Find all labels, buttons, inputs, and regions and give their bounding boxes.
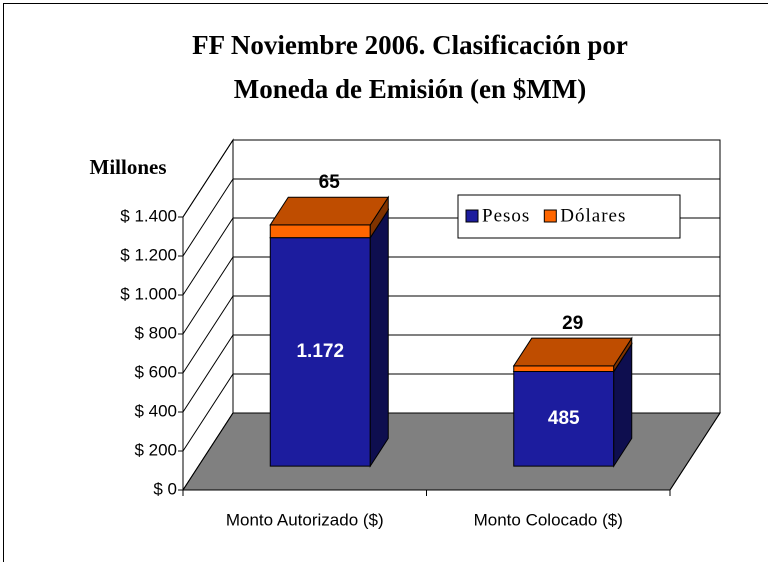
y-tick-label: $ 1.400 xyxy=(120,206,177,225)
floor-right xyxy=(669,412,721,491)
grid-line xyxy=(182,334,720,413)
grid-line xyxy=(182,295,720,374)
y-tick-label: $ 1.000 xyxy=(120,284,177,303)
y-tick-label: $ 800 xyxy=(134,323,177,342)
x-tick-label: Monto Autorizado ($) xyxy=(226,510,384,529)
data-label: 29 xyxy=(562,313,583,334)
y-axis-label: Millones xyxy=(90,155,167,179)
y-tick-label: $ 0 xyxy=(153,479,177,498)
floor xyxy=(182,412,721,491)
legend-swatch xyxy=(543,209,557,223)
x-tick-label: Monto Colocado ($) xyxy=(474,510,623,529)
grid-line xyxy=(182,256,720,335)
legend-box xyxy=(457,194,681,239)
y-tick-label: $ 1.200 xyxy=(120,245,177,264)
legend-label: Dólares xyxy=(560,205,626,226)
y-tick-label: $ 200 xyxy=(134,440,177,459)
bar-front xyxy=(269,224,371,239)
grid-line xyxy=(182,139,720,218)
data-label: 485 xyxy=(548,408,580,429)
chart-title: Moneda de Emisión (en $MM) xyxy=(234,74,586,104)
bar-side xyxy=(369,208,389,468)
data-label: 65 xyxy=(319,172,341,193)
bar-top xyxy=(269,196,390,226)
data-label: 1.172 xyxy=(296,341,344,362)
y-tick-label: $ 600 xyxy=(134,362,177,381)
y-tick-label: $ 400 xyxy=(134,401,177,420)
bar-top xyxy=(512,337,633,367)
legend-swatch xyxy=(465,209,479,223)
chart-title: FF Noviembre 2006. Clasificación por xyxy=(192,30,628,60)
bar-front xyxy=(513,365,615,373)
grid-line xyxy=(182,178,720,257)
legend-label: Pesos xyxy=(482,205,530,226)
chart-frame xyxy=(3,3,768,562)
